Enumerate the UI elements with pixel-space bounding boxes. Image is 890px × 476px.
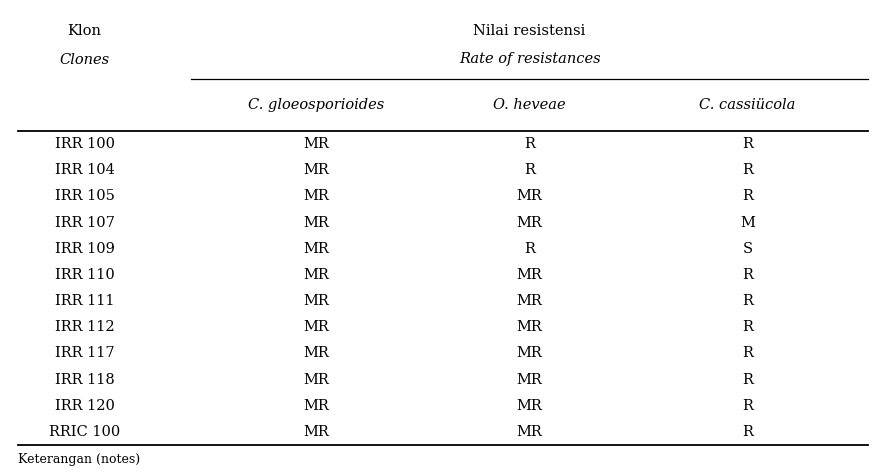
Text: IRR 118: IRR 118 [54, 373, 115, 387]
Text: MR: MR [517, 189, 542, 203]
Text: Nilai resistensi: Nilai resistensi [473, 24, 586, 38]
Text: R: R [524, 242, 535, 256]
Text: MR: MR [517, 216, 542, 229]
Text: MR: MR [303, 373, 328, 387]
Text: Rate of resistances: Rate of resistances [458, 52, 601, 67]
Text: MR: MR [517, 320, 542, 334]
Text: MR: MR [517, 294, 542, 308]
Text: MR: MR [517, 268, 542, 282]
Text: R: R [742, 399, 753, 413]
Text: MR: MR [303, 347, 328, 360]
Text: R: R [742, 373, 753, 387]
Text: R: R [742, 189, 753, 203]
Text: MR: MR [303, 320, 328, 334]
Text: Clones: Clones [60, 52, 109, 67]
Text: C. gloeosporioides: C. gloeosporioides [247, 98, 384, 112]
Text: MR: MR [517, 399, 542, 413]
Text: IRR 107: IRR 107 [54, 216, 115, 229]
Text: R: R [742, 294, 753, 308]
Text: MR: MR [303, 268, 328, 282]
Text: MR: MR [517, 373, 542, 387]
Text: MR: MR [303, 242, 328, 256]
Text: Keterangan (notes): Keterangan (notes) [18, 453, 140, 466]
Text: MR: MR [303, 216, 328, 229]
Text: MR: MR [303, 294, 328, 308]
Text: O. heveae: O. heveae [493, 98, 566, 112]
Text: R: R [742, 347, 753, 360]
Text: R: R [742, 268, 753, 282]
Text: IRR 112: IRR 112 [55, 320, 114, 334]
Text: MR: MR [303, 163, 328, 177]
Text: IRR 104: IRR 104 [54, 163, 115, 177]
Text: R: R [742, 163, 753, 177]
Text: R: R [742, 425, 753, 439]
Text: M: M [740, 216, 755, 229]
Text: MR: MR [303, 425, 328, 439]
Text: S: S [742, 242, 753, 256]
Text: Klon: Klon [68, 24, 101, 38]
Text: IRR 117: IRR 117 [55, 347, 114, 360]
Text: R: R [524, 163, 535, 177]
Text: IRR 111: IRR 111 [55, 294, 114, 308]
Text: IRR 120: IRR 120 [54, 399, 115, 413]
Text: RRIC 100: RRIC 100 [49, 425, 120, 439]
Text: MR: MR [303, 189, 328, 203]
Text: MR: MR [303, 137, 328, 151]
Text: R: R [742, 320, 753, 334]
Text: IRR 105: IRR 105 [54, 189, 115, 203]
Text: MR: MR [517, 347, 542, 360]
Text: R: R [524, 137, 535, 151]
Text: IRR 100: IRR 100 [54, 137, 115, 151]
Text: IRR 109: IRR 109 [54, 242, 115, 256]
Text: MR: MR [303, 399, 328, 413]
Text: MR: MR [517, 425, 542, 439]
Text: C. cassiücola: C. cassiücola [700, 98, 796, 112]
Text: R: R [742, 137, 753, 151]
Text: IRR 110: IRR 110 [54, 268, 115, 282]
